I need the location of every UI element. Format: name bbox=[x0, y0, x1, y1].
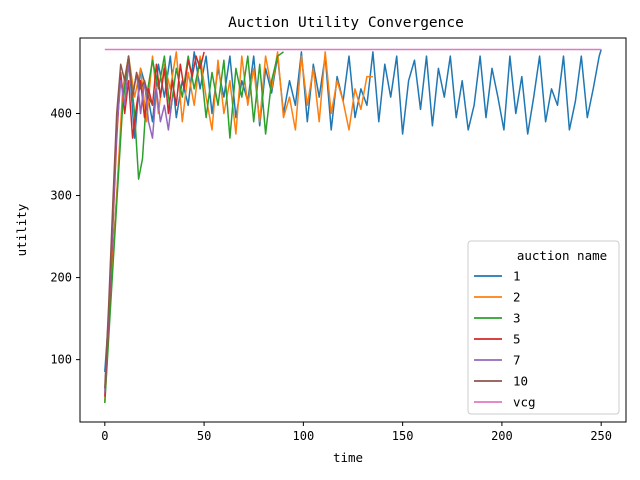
series-line-2 bbox=[104, 51, 373, 403]
x-tick-label: 100 bbox=[293, 429, 315, 443]
x-tick-label: 0 bbox=[101, 429, 108, 443]
plot-frame bbox=[79, 37, 627, 423]
legend-title: auction name bbox=[517, 248, 607, 263]
legend-label-1: 1 bbox=[513, 269, 521, 284]
x-axis: 0 50 100 150 200 250 bbox=[101, 422, 612, 443]
x-tick-label: 50 bbox=[197, 429, 211, 443]
x-tick-label: 250 bbox=[590, 429, 612, 443]
y-tick-label: 300 bbox=[50, 189, 72, 203]
y-tick-label: 200 bbox=[50, 271, 72, 285]
legend-box bbox=[467, 240, 620, 415]
x-tick-label: 150 bbox=[392, 429, 414, 443]
legend-label-2: 2 bbox=[513, 290, 521, 305]
x-tick-label: 200 bbox=[491, 429, 513, 443]
series-line-1 bbox=[104, 49, 602, 372]
legend-label-5: 5 bbox=[513, 332, 521, 347]
chart-title: Auction Utility Convergence bbox=[228, 15, 464, 31]
legend-label-vcg: vcg bbox=[513, 395, 536, 410]
legend-label-10: 10 bbox=[513, 374, 528, 389]
series-layer bbox=[104, 48, 602, 404]
series-line-10 bbox=[104, 55, 154, 389]
legend-items: 1 2 3 5 7 10 vcg bbox=[474, 269, 536, 410]
legend-label-3: 3 bbox=[513, 311, 521, 326]
legend: auction name 1 2 3 5 7 10 vcg bbox=[467, 240, 620, 415]
y-tick-label: 400 bbox=[50, 106, 72, 120]
x-axis-label: time bbox=[333, 450, 363, 465]
series-line-5 bbox=[104, 51, 205, 397]
y-axis-label: utility bbox=[14, 203, 29, 256]
y-tick-label: 100 bbox=[50, 353, 72, 367]
y-axis: 100 200 300 400 bbox=[50, 106, 80, 367]
legend-label-7: 7 bbox=[513, 353, 521, 368]
